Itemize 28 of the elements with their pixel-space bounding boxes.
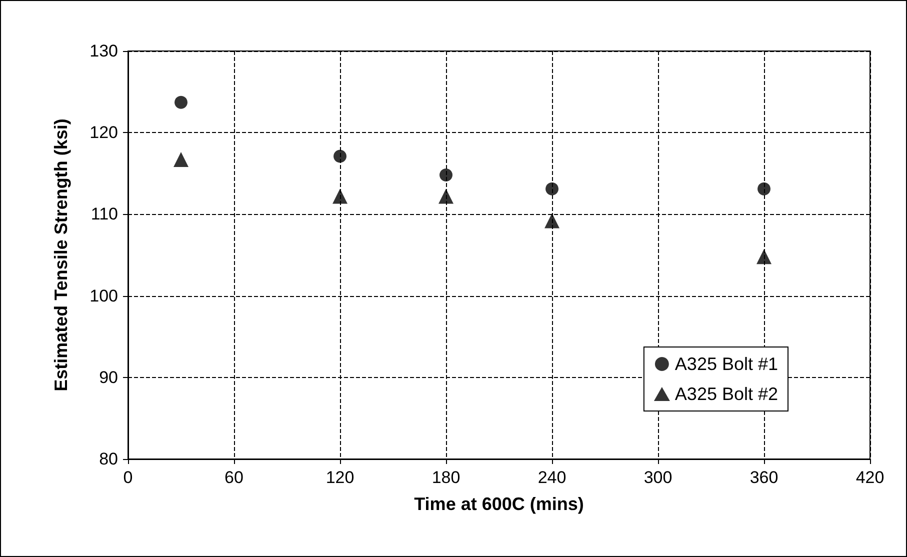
y-tick-label: 110	[90, 204, 118, 224]
point	[544, 213, 560, 228]
legend-label: A325 Bolt #1	[674, 354, 778, 374]
y-axis-title: Estimated Tensile Strength (ksi)	[51, 118, 71, 392]
y-tick-label: 80	[99, 450, 118, 468]
x-tick-label: 120	[326, 468, 354, 487]
point	[758, 182, 770, 196]
x-tick-label: 0	[123, 468, 133, 487]
point	[756, 249, 772, 264]
point	[174, 96, 188, 109]
y-tick-label: 120	[90, 123, 118, 142]
x-tick-label: 300	[644, 468, 672, 487]
point	[334, 150, 346, 163]
point	[438, 188, 454, 204]
x-tick-label: 420	[856, 468, 884, 487]
legend-label: A325 Bolt #2	[674, 384, 778, 404]
y-tick-label: 90	[99, 368, 118, 387]
point	[332, 188, 348, 204]
x-tick-label: 180	[432, 468, 460, 487]
x-tick-label: 360	[750, 468, 778, 487]
point	[546, 182, 558, 196]
point	[440, 168, 452, 182]
x-tick-label: 240	[538, 468, 566, 487]
x-tick-label: 60	[224, 468, 244, 487]
x-axis-title: Time at 600C (mins)	[414, 494, 584, 514]
y-tick-label: 100	[90, 286, 118, 306]
point	[174, 152, 188, 168]
y-tick-label: 130	[90, 42, 118, 60]
